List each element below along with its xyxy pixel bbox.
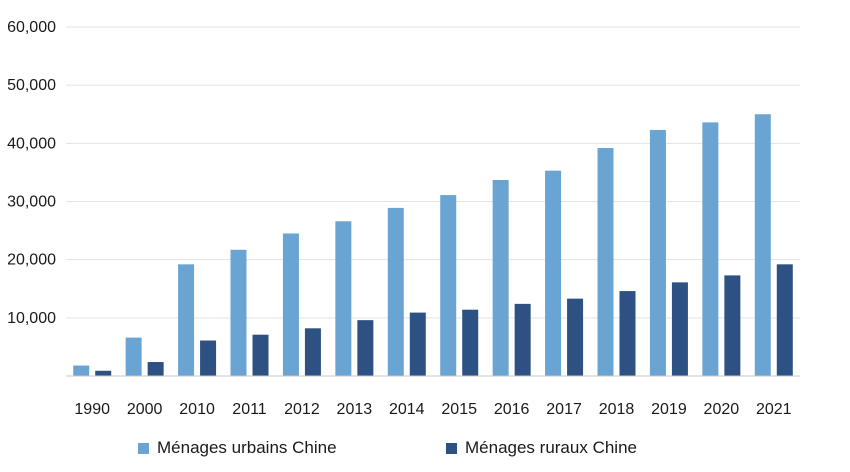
bar-rural-2021 — [776, 264, 793, 376]
x-tick-label-2021: 2021 — [756, 401, 792, 418]
bar-rural-2011 — [252, 334, 269, 376]
bar-urban-2013 — [335, 221, 352, 376]
y-tick-label-1: 20,000 — [7, 252, 56, 269]
bar-rural-2020 — [724, 275, 741, 376]
bar-rural-2015 — [462, 309, 479, 376]
bar-rural-2000 — [147, 362, 164, 376]
bar-rural-2018 — [619, 291, 636, 376]
bar-urban-2017 — [545, 170, 562, 376]
bar-rural-2013 — [357, 320, 374, 376]
bar-rural-2014 — [409, 312, 426, 376]
legend: Ménages urbains Chine Ménages ruraux Chi… — [0, 438, 850, 464]
bar-urban-2014 — [387, 207, 404, 376]
x-tick-label-2018: 2018 — [599, 401, 635, 418]
bar-urban-2016 — [492, 179, 509, 376]
bars — [73, 114, 793, 376]
legend-item-rural: Ménages ruraux Chine — [446, 438, 637, 458]
bar-rural-2010 — [200, 340, 217, 376]
y-tick-label-4: 50,000 — [7, 77, 56, 94]
x-tick-label-2019: 2019 — [651, 401, 687, 418]
x-tick-label-2013: 2013 — [337, 401, 373, 418]
legend-label-urban: Ménages urbains Chine — [157, 438, 337, 457]
bar-urban-2021 — [754, 114, 771, 376]
x-axis-tick-labels: 1990 2000 2010 2011 2012 2013 2014 2015 2016 2017… — [74, 401, 791, 418]
x-tick-label-1990: 1990 — [74, 401, 110, 418]
bar-urban-2012 — [282, 233, 299, 376]
x-tick-label-2000: 2000 — [127, 401, 163, 418]
x-tick-label-2015: 2015 — [441, 401, 477, 418]
bar-rural-2019 — [671, 282, 688, 376]
legend-item-urban: Ménages urbains Chine — [138, 438, 337, 458]
x-tick-label-2016: 2016 — [494, 401, 530, 418]
legend-label-rural: Ménages ruraux Chine — [465, 438, 637, 457]
bar-urban-2011 — [230, 249, 247, 376]
legend-swatch-urban — [138, 442, 149, 454]
y-tick-label-0: 10,000 — [7, 310, 56, 327]
x-tick-label-2020: 2020 — [704, 401, 740, 418]
x-tick-label-2012: 2012 — [284, 401, 320, 418]
bar-urban-2018 — [597, 147, 614, 376]
gridlines — [66, 26, 800, 319]
x-tick-label-2014: 2014 — [389, 401, 425, 418]
y-tick-label-3: 40,000 — [7, 135, 56, 152]
y-tick-label-5: 60,000 — [7, 19, 56, 36]
bar-rural-2012 — [304, 328, 321, 376]
bar-urban-2010 — [178, 264, 195, 376]
y-tick-label-2: 30,000 — [7, 194, 56, 211]
x-tick-label-2010: 2010 — [179, 401, 215, 418]
bar-urban-2020 — [702, 122, 719, 376]
bar-rural-1990 — [95, 370, 112, 376]
bar-rural-2017 — [567, 298, 584, 376]
bar-urban-2015 — [440, 195, 457, 376]
bar-rural-2016 — [514, 303, 531, 376]
bar-urban-2019 — [649, 129, 666, 376]
x-tick-label-2017: 2017 — [546, 401, 582, 418]
legend-swatch-rural — [446, 442, 457, 454]
y-axis-tick-labels: 10,000 20,000 30,000 40,000 50,000 60,000 — [7, 19, 56, 327]
bar-urban-1990 — [73, 365, 90, 376]
bar-urban-2000 — [125, 337, 142, 376]
x-tick-label-2011: 2011 — [232, 401, 267, 418]
